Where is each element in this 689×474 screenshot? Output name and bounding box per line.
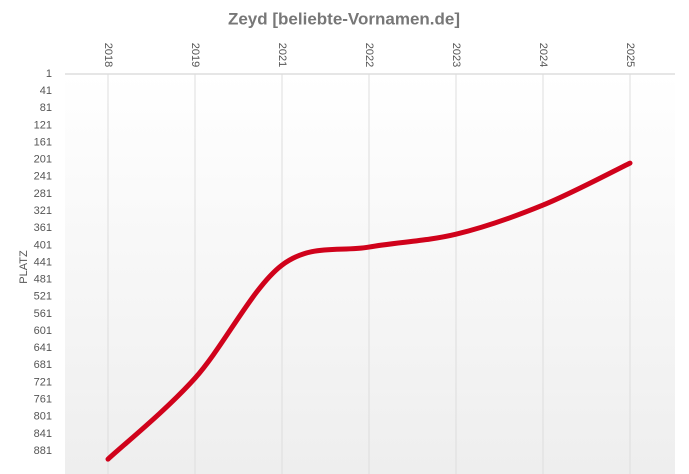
y-tick-label: 201: [34, 154, 52, 166]
y-tick-label: 441: [34, 256, 52, 268]
x-tick-label: 2024: [537, 43, 549, 67]
x-tick-label: 2021: [276, 43, 288, 67]
y-tick-label: 401: [34, 239, 52, 251]
y-tick-label: 321: [34, 205, 52, 217]
y-tick-label: 761: [34, 394, 52, 406]
y-tick-label: 481: [34, 274, 52, 286]
y-tick-label: 841: [34, 428, 52, 440]
y-tick-label: 81: [40, 102, 52, 114]
x-tick-label: 2019: [189, 43, 201, 67]
y-tick-label: 521: [34, 291, 52, 303]
x-tick-label: 2022: [363, 43, 375, 67]
y-tick-label: 601: [34, 325, 52, 337]
y-tick-label: 41: [40, 85, 52, 97]
y-tick-label: 281: [34, 188, 52, 200]
y-tick-label: 1: [46, 68, 52, 80]
y-tick-label: 161: [34, 136, 52, 148]
x-tick-label: 2023: [450, 43, 462, 67]
y-tick-label: 801: [34, 411, 52, 423]
x-tick-label: 2018: [102, 43, 114, 67]
y-tick-label: 121: [34, 119, 52, 131]
y-tick-label: 721: [34, 376, 52, 388]
y-tick-label: 681: [34, 359, 52, 371]
y-axis-label: PLATZ: [18, 250, 30, 284]
chart-title: Zeyd [beliebte-Vornamen.de]: [228, 9, 460, 28]
y-tick-label: 561: [34, 308, 52, 320]
y-tick-label: 361: [34, 222, 52, 234]
series-line: [105, 160, 633, 462]
y-tick-label: 241: [34, 171, 52, 183]
x-tick-label: 2025: [624, 43, 636, 67]
y-tick-label: 641: [34, 342, 52, 354]
y-tick-label: 881: [34, 445, 52, 457]
